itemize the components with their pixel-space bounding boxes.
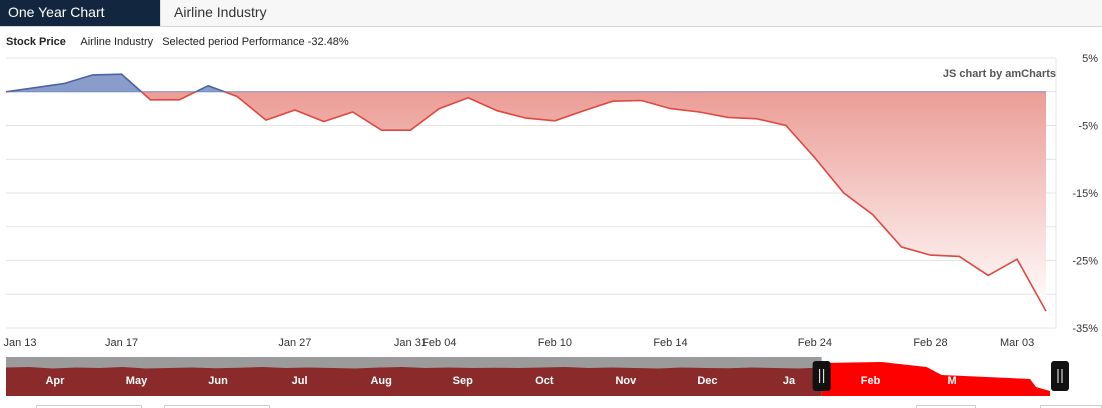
negative-area (6, 91, 1046, 312)
positive-area (6, 74, 225, 92)
industry-label: Airline Industry (80, 36, 154, 48)
scrollbar-month-label: May (126, 375, 148, 387)
scrollbar-overview-area (6, 367, 822, 396)
x-tick-label: Feb 10 (538, 337, 572, 349)
series-line-positive (5, 73, 227, 92)
y-tick-label: 5% (1082, 53, 1098, 65)
scrollbar-month-label: Jul (292, 375, 308, 387)
scrollbar-left-grip[interactable] (812, 361, 831, 391)
x-tick-label: Jan 27 (278, 337, 311, 349)
scrollbar-month-label: Sep (453, 375, 473, 387)
period-scrollbar[interactable]: Apr May Jun Jul Aug Sep Oct Nov Dec Ja Feb M (6, 357, 1069, 396)
bottom-control-3[interactable] (916, 405, 976, 408)
tab-one-year-chart[interactable]: One Year Chart (0, 0, 160, 26)
y-tick-label: -5% (1078, 121, 1098, 133)
bottom-control-1[interactable] (36, 405, 142, 408)
x-tick-label: Jan 13 (3, 337, 36, 349)
x-tick-label: Mar 03 (1000, 337, 1034, 349)
x-tick-label: Feb 24 (798, 337, 832, 349)
x-tick-label: Jan 31 (394, 337, 427, 349)
bottom-control-2[interactable] (164, 405, 270, 408)
scrollbar-month-label: Oct (535, 375, 554, 387)
area-fills (6, 74, 1046, 312)
scrollbar-month-label: Feb (861, 375, 881, 387)
series-line-negative (5, 91, 1047, 312)
scrollbar-month-label: Nov (615, 375, 637, 387)
scrollbar-month-label: Apr (45, 375, 65, 387)
scrollbar-month-label: Dec (697, 375, 717, 387)
y-tick-label: -25% (1072, 256, 1098, 268)
series-lines (5, 73, 1047, 312)
chart-credit[interactable]: JS chart by amCharts (942, 68, 1056, 80)
series-label: Stock Price (6, 36, 66, 48)
y-tick-label: -15% (1072, 188, 1098, 200)
x-tick-label: Jan 17 (105, 337, 138, 349)
scrollbar-right-grip[interactable] (1051, 361, 1069, 391)
scrollbar-month-label: Ja (783, 375, 796, 387)
scrollbar-month-label: Aug (370, 375, 391, 387)
x-tick-label: Feb 04 (422, 337, 456, 349)
tab-airline-industry[interactable]: Airline Industry (160, 0, 1102, 26)
scrollbar-month-label: Jun (208, 375, 228, 387)
performance-chart[interactable]: 5%-5%-15%-25%-35% Jan 13 Jan 17 Jan 27 Jan … (0, 26, 1102, 408)
x-tick-label: Feb 14 (653, 337, 687, 349)
performance-label: Selected period Performance (162, 36, 305, 48)
x-tick-label: Feb 28 (913, 337, 947, 349)
performance-value: -32.48% (307, 36, 349, 48)
y-axis-labels: 5% -5% -15% -25% -35% (1072, 53, 1098, 335)
scrollbar-month-label: M (948, 375, 957, 387)
tab-bar: One Year Chart Airline Industry (0, 0, 1102, 27)
scrollbar-selected-area (821, 362, 1050, 396)
y-tick-label: -35% (1072, 323, 1098, 335)
chart-header: Stock Price Airline Industry Selected pe… (6, 36, 349, 48)
